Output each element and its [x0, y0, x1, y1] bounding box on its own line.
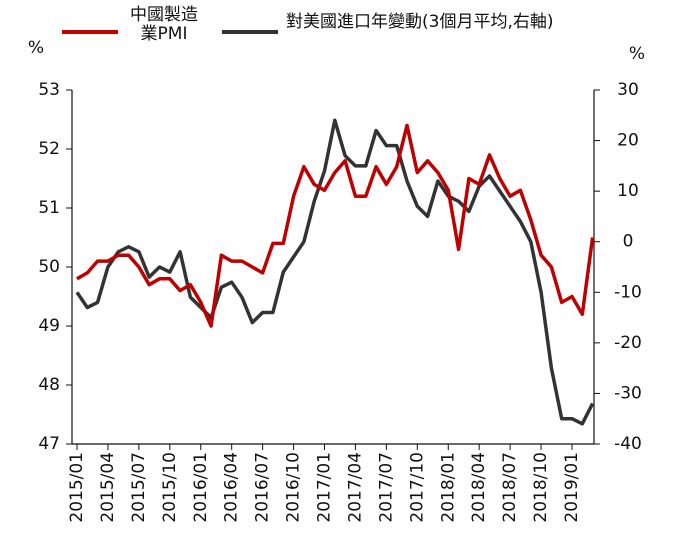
- x-tick-label: 2016/10: [284, 452, 304, 523]
- x-tick-label: 2015/04: [98, 452, 118, 523]
- y-tick-label: 48: [38, 375, 60, 395]
- x-tick-label: 2017/07: [376, 452, 396, 523]
- x-tick-label: 2016/01: [191, 452, 211, 523]
- y-tick-label: 47: [38, 434, 60, 454]
- y-tick-label: 53: [38, 80, 60, 100]
- x-tick-label: 2018/10: [531, 452, 551, 523]
- y2-tick-label: 30: [617, 80, 639, 100]
- y2-tick-label: -40: [614, 434, 642, 454]
- x-tick-label: 2017/01: [315, 452, 335, 523]
- line-series: [76, 123, 595, 328]
- legend-label: 對美國進口年變動(3個月平均,右軸): [286, 12, 554, 32]
- line-series: [75, 118, 595, 426]
- y2-tick-label: 20: [617, 131, 639, 151]
- y2-tick-label: -30: [614, 383, 642, 403]
- y-tick-label: 49: [38, 316, 60, 336]
- x-tick-label: 2017/04: [345, 452, 365, 523]
- x-tick-label: 2018/04: [469, 452, 489, 523]
- legend-label: 中國製造業PMI: [130, 5, 198, 44]
- x-tick-label: 2019/01: [562, 452, 582, 523]
- y2-axis-label: %: [629, 44, 645, 64]
- x-tick-label: 2018/01: [438, 452, 458, 523]
- y2-tick-label: -10: [614, 282, 642, 302]
- y-tick-label: 50: [38, 257, 60, 277]
- x-tick-label: 2015/07: [129, 452, 149, 523]
- y2-tick-label: 0: [623, 232, 634, 252]
- x-tick-label: 2017/10: [407, 452, 427, 523]
- y-axis-label: %: [28, 38, 44, 58]
- x-tick-label: 2015/10: [160, 452, 180, 523]
- x-tick-label: 2015/01: [67, 452, 87, 523]
- y2-tick-label: -20: [614, 333, 642, 353]
- x-tick-label: 2018/07: [500, 452, 520, 523]
- y-tick-label: 52: [38, 139, 60, 159]
- x-tick-label: 2016/04: [222, 452, 242, 523]
- y-tick-label: 51: [38, 198, 60, 218]
- y2-tick-label: 10: [617, 181, 639, 201]
- x-tick-label: 2016/07: [253, 452, 273, 523]
